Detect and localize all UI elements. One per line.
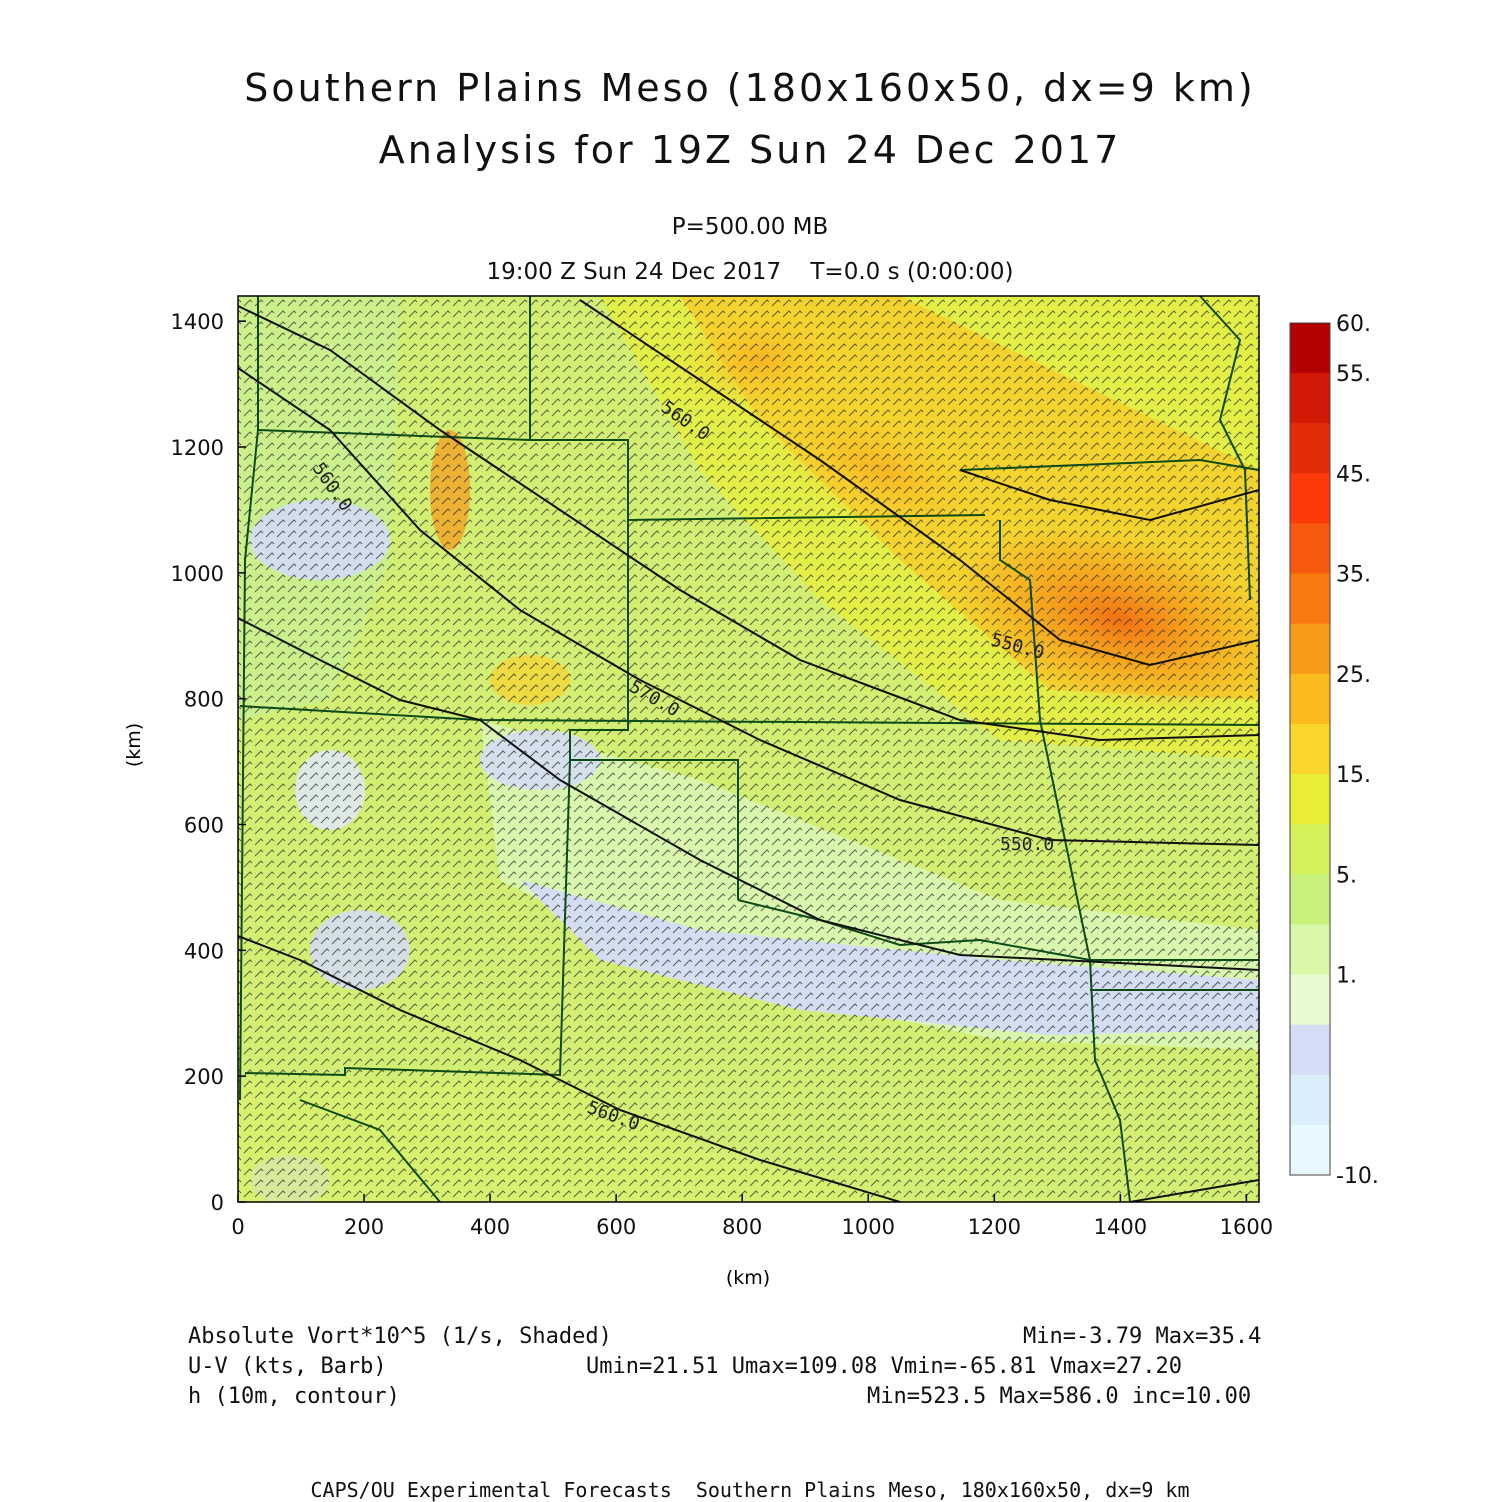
title-line-1: Southern Plains Meso (180x160x50, dx=9 k… <box>244 66 1256 110</box>
x-axis-label: (km) <box>726 1267 770 1289</box>
colorbar-label: 1. <box>1336 964 1357 989</box>
y-tick-label: 200 <box>184 1065 224 1089</box>
colorbar-label: 45. <box>1336 462 1371 487</box>
legend-wind-stats: Umin=21.51 Umax=109.08 Vmin=-65.81 Vmax=… <box>586 1354 1183 1379</box>
colorbar-labels: 60. 55. 45. 35. 25. 15. 5. 1. -10. <box>1336 312 1379 1189</box>
colorbar-label: -10. <box>1336 1164 1379 1189</box>
colorbar-swatch <box>1290 373 1330 424</box>
colorbar-swatch <box>1290 974 1330 1026</box>
y-tick-labels: 0 200 400 600 800 1000 1200 1400 <box>171 310 224 1215</box>
y-tick-label: 600 <box>184 814 224 838</box>
y-tick-label: 800 <box>184 688 224 712</box>
height-contours <box>238 299 1259 1202</box>
colorbar-swatch <box>1290 924 1330 976</box>
x-tick-label: 600 <box>596 1215 636 1239</box>
colorbar-swatch <box>1290 1024 1330 1076</box>
axis-ticks <box>237 320 1248 1203</box>
plot-frame <box>237 295 1260 1203</box>
x-tick-label: 1600 <box>1220 1215 1273 1239</box>
colorbar-swatch <box>1290 824 1330 875</box>
x-tick-label: 1200 <box>968 1215 1021 1239</box>
x-tick-label: 1000 <box>842 1215 895 1239</box>
colorbar-swatch <box>1290 774 1330 825</box>
colorbar-swatch <box>1290 874 1330 925</box>
colorbar-swatch <box>1290 623 1330 675</box>
y-tick-label: 0 <box>211 1191 224 1215</box>
y-axis-label: (km) <box>123 723 145 767</box>
x-tick-label: 800 <box>722 1215 762 1239</box>
vorticity-shading: 560.0 560.0 570.0 550.0 550.0 560.0 <box>238 296 1259 1202</box>
x-tick-label: 0 <box>231 1215 244 1239</box>
x-tick-label: 400 <box>470 1215 510 1239</box>
legend-vorticity-stats: Min=-3.79 Max=35.4 <box>1023 1324 1262 1349</box>
y-tick-label: 1400 <box>171 310 224 334</box>
title-line-2: Analysis for 19Z Sun 24 Dec 2017 <box>378 128 1122 172</box>
colorbar-label: 35. <box>1336 563 1371 588</box>
colorbar-label: 25. <box>1336 663 1371 688</box>
colorbar-swatch <box>1290 673 1330 725</box>
x-tick-label: 1400 <box>1094 1215 1147 1239</box>
colorbar-label: 15. <box>1336 763 1371 788</box>
y-tick-label: 1200 <box>171 436 224 460</box>
colorbar-label: 5. <box>1336 863 1357 888</box>
y-tick-label: 1000 <box>171 562 224 586</box>
footer-credit: CAPS/OU Experimental Forecasts Southern … <box>310 1478 1190 1502</box>
colorbar-swatch <box>1290 1074 1330 1126</box>
legend-field-wind: U-V (kts, Barb) <box>188 1354 387 1379</box>
colorbar-swatch <box>1290 1124 1330 1176</box>
contour-label: 550.0 <box>1000 834 1054 855</box>
pressure-level: P=500.00 MB <box>671 214 829 240</box>
colorbar-swatch <box>1290 573 1330 625</box>
colorbar-label: 60. <box>1336 312 1371 337</box>
colorbar-label: 55. <box>1336 362 1371 387</box>
colorbar-swatch <box>1290 473 1330 524</box>
colorbar-swatch <box>1290 523 1330 575</box>
colorbar-swatch <box>1290 723 1330 775</box>
legend-field-vorticity: Absolute Vort*10^5 (1/s, Shaded) <box>188 1324 612 1349</box>
x-tick-label: 200 <box>344 1215 384 1239</box>
legend-height-stats: Min=523.5 Max=586.0 inc=10.00 <box>867 1384 1252 1409</box>
colorbar-swatch <box>1290 323 1330 374</box>
y-tick-label: 400 <box>184 939 224 963</box>
colorbar-swatch <box>1290 423 1330 474</box>
colorbar <box>1289 322 1331 1176</box>
legend-field-height: h (10m, contour) <box>188 1384 400 1409</box>
x-tick-labels: 0 200 400 600 800 1000 1200 1400 1600 <box>231 1215 1273 1239</box>
valid-time: 19:00 Z Sun 24 Dec 2017 T=0.0 s (0:00:00… <box>486 259 1014 285</box>
